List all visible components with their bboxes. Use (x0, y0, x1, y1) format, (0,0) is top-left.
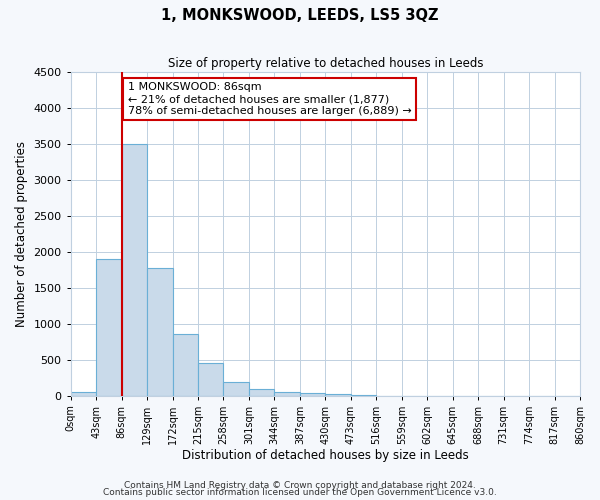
Bar (351, 395, 376, 396)
Bar (173, 334, 198, 396)
Text: 1, MONKSWOOD, LEEDS, LS5 3QZ: 1, MONKSWOOD, LEEDS, LS5 3QZ (161, 8, 439, 22)
Bar (71, 392, 96, 396)
Bar (147, 268, 173, 396)
Bar (325, 394, 351, 396)
Bar (96, 259, 122, 396)
X-axis label: Distribution of detached houses by size in Leeds: Distribution of detached houses by size … (182, 450, 469, 462)
Bar (122, 144, 147, 396)
Y-axis label: Number of detached properties: Number of detached properties (15, 140, 28, 326)
Bar (300, 393, 325, 396)
Text: Contains HM Land Registry data © Crown copyright and database right 2024.: Contains HM Land Registry data © Crown c… (124, 480, 476, 490)
Bar (198, 363, 223, 396)
Text: Contains public sector information licensed under the Open Government Licence v3: Contains public sector information licen… (103, 488, 497, 497)
Title: Size of property relative to detached houses in Leeds: Size of property relative to detached ho… (167, 58, 483, 70)
Bar (223, 382, 249, 396)
Bar (249, 389, 274, 396)
Text: 1 MONKSWOOD: 86sqm
← 21% of detached houses are smaller (1,877)
78% of semi-deta: 1 MONKSWOOD: 86sqm ← 21% of detached hou… (128, 82, 412, 116)
Bar (274, 392, 300, 396)
